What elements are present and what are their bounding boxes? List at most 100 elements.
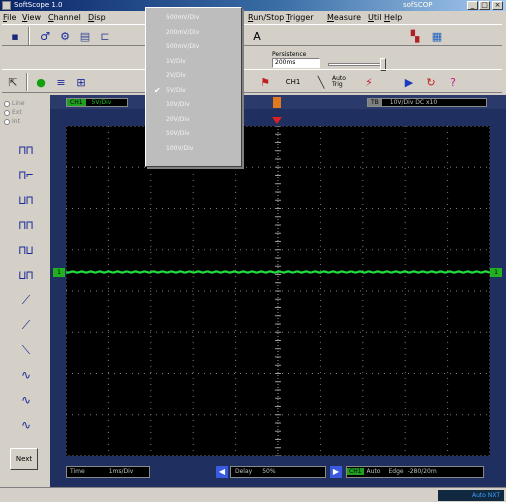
palette-icon[interactable]: ▦ — [431, 29, 443, 43]
trigger-channel-tag: CH1 — [347, 468, 364, 475]
trigger-arrow-icon[interactable] — [272, 117, 282, 124]
delay-left-button[interactable]: ◀ — [216, 466, 228, 478]
settings-icon[interactable]: ⚙ — [60, 29, 70, 43]
status-bar — [0, 487, 506, 502]
channel-select[interactable]: CH1 — [285, 77, 301, 86]
persistence-field[interactable]: 200ms — [272, 58, 320, 68]
volts-menu-item[interactable]: 1V/Div — [146, 56, 241, 68]
menu-file[interactable]: File — [3, 13, 17, 22]
volts-menu-item[interactable]: 20V/Div — [146, 114, 241, 126]
volts-menu-item[interactable]: ✔ 5V/Div — [146, 85, 241, 97]
volts-menu-item[interactable]: 100V/Div — [146, 143, 241, 155]
falling-slope-icon[interactable]: ⟍ — [21, 343, 31, 357]
volts-menu-item-label: 50V/Div — [166, 130, 190, 137]
radio-int[interactable]: Int — [4, 118, 20, 125]
trigger-position-marker[interactable] — [273, 97, 281, 108]
pattern-icon[interactable]: ∿ — [20, 418, 32, 432]
menu-display[interactable]: Disp — [88, 13, 106, 22]
pulse-wide-icon[interactable]: ⊓⊓ — [18, 143, 34, 157]
volts-menu-item-label: 100V/Div — [166, 144, 194, 152]
probe-icon[interactable]: ♂ — [40, 29, 50, 43]
color-icon[interactable]: ▚ — [410, 29, 420, 43]
volts-menu-item[interactable]: 200mV/Div — [146, 27, 241, 39]
ch1-tag: CH1 — [67, 99, 86, 106]
trigger-mode: Auto — [366, 468, 381, 475]
radio-dot — [4, 118, 10, 125]
auto-trig-button[interactable]: Auto Trig — [332, 75, 346, 88]
pulse-window-icon[interactable]: ⊔⊓ — [18, 268, 34, 282]
pulse-low-icon[interactable]: ⊔⊓ — [18, 193, 34, 207]
close-button[interactable]: × — [492, 1, 503, 10]
brand-logo: sofSCOP — [403, 1, 433, 9]
save-icon[interactable]: ▪ — [11, 29, 19, 43]
ch1-scale-box[interactable]: CH1 5V/Div — [66, 98, 128, 107]
filter-icon[interactable]: ⚑ — [260, 75, 270, 89]
maximize-button[interactable]: □ — [479, 1, 490, 10]
menu-view[interactable]: View — [22, 13, 41, 22]
refresh-icon[interactable]: ↻ — [426, 75, 436, 89]
waveform-display[interactable] — [66, 126, 490, 456]
runt-icon[interactable]: ∿ — [20, 368, 32, 382]
window-title: SoftScope 1.0 — [14, 1, 63, 9]
cursor-icon[interactable]: ⇱ — [8, 75, 18, 89]
glitch-icon[interactable]: ∿ — [20, 393, 32, 407]
persistence-slider-thumb[interactable] — [380, 58, 386, 71]
status-indicator: Auto NXT — [438, 490, 504, 501]
probe-tip-icon[interactable]: ╲ — [317, 75, 325, 89]
menu-run-stop[interactable]: Run/Stop — [248, 13, 285, 22]
menu-trigger[interactable]: Trigger — [286, 13, 314, 22]
trigger-type: Edge — [388, 468, 404, 475]
ch1-trace — [66, 270, 490, 274]
menu-util[interactable]: Util — [368, 13, 382, 22]
ch1-trace-marker-left[interactable]: 1 — [53, 268, 65, 277]
trigger-icon[interactable]: ⚡ — [365, 75, 373, 89]
zoom-icon[interactable]: ⊞ — [76, 75, 86, 89]
volts-menu-item-label: 20V/Div — [166, 115, 190, 123]
next-button[interactable]: Next — [10, 448, 38, 470]
radio-dot — [4, 109, 10, 116]
delay-box[interactable]: Delay 50% — [230, 466, 326, 478]
minimize-button[interactable]: _ — [467, 1, 478, 10]
volts-menu-item-label: 1V/Div — [166, 57, 186, 65]
volts-menu-item[interactable]: 10V/Div — [146, 99, 241, 111]
volts-menu-item-label: 500mV/Div — [166, 14, 200, 21]
trigger-status-box[interactable]: CH1 Auto Edge -280/20m — [346, 466, 484, 478]
pulse-high-icon[interactable]: ⊓⊔ — [18, 243, 34, 257]
radio-label: Line — [12, 100, 25, 107]
menu-help[interactable]: Help — [384, 13, 403, 22]
pulse-narrow-icon[interactable]: ⊓⌐ — [18, 168, 34, 182]
menu-bar: File View Channel Disp Run/Stop Trigger … — [0, 11, 506, 24]
stop-icon[interactable]: ≡ — [56, 75, 66, 89]
play-icon[interactable]: ▶ — [404, 75, 414, 89]
volts-menu-item-label: 200mV/Div — [166, 28, 200, 36]
pulse-double-icon[interactable]: ⊓⊓ — [18, 218, 34, 232]
export-icon[interactable]: ⊏ — [100, 29, 110, 43]
volts-per-div-menu: 500mV/Div 200mV/Div 500mV/Div 1V/Div 2V/Div ✔… — [145, 7, 242, 167]
time-label: Time — [70, 468, 85, 475]
delay-right-button[interactable]: ▶ — [330, 466, 342, 478]
menu-channel[interactable]: Channel — [48, 13, 81, 22]
volts-menu-item-label: 5V/Div — [166, 86, 186, 94]
radio-ext[interactable]: Ext — [4, 109, 22, 116]
volts-menu-item[interactable]: 2V/Div — [146, 70, 241, 82]
persistence-slider[interactable] — [328, 63, 386, 66]
run-icon[interactable]: ● — [36, 75, 46, 89]
volts-menu-item[interactable]: 500mV/Div — [146, 12, 241, 24]
menu-measure[interactable]: Measure — [327, 13, 362, 22]
volts-menu-item[interactable]: 500mV/Div — [146, 41, 241, 53]
volts-menu-item-label: 500mV/Div — [166, 43, 200, 50]
radio-line[interactable]: Line — [4, 100, 25, 107]
timebase-box[interactable]: TB 10V/Div DC x10 — [367, 98, 487, 107]
help-icon[interactable]: ? — [450, 75, 456, 89]
print-icon[interactable]: ▤ — [79, 29, 91, 43]
persistence-label: Persistence — [272, 51, 307, 58]
rising-slope-icon[interactable]: ⟋ — [21, 318, 31, 332]
radio-label: Int — [12, 118, 20, 125]
ch1-trace-marker-right[interactable]: 1 — [490, 268, 502, 277]
tb-value: 10V/Div DC x10 — [389, 99, 438, 106]
rising-edge-icon[interactable]: ⟋ — [21, 293, 31, 307]
volts-menu-item[interactable]: 50V/Div — [146, 128, 241, 140]
measure-a-icon[interactable]: A — [253, 29, 261, 43]
time-scale-box[interactable]: Time 1ms/Div — [66, 466, 150, 478]
toolbar-separator — [28, 27, 30, 45]
